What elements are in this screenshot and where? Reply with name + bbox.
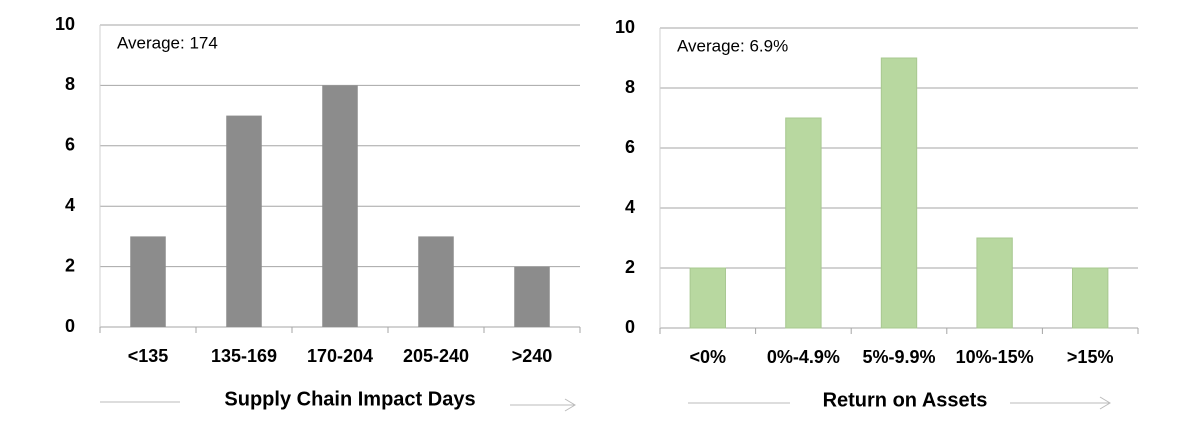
x-tick-label: <135: [128, 346, 169, 366]
x-tick-label: >15%: [1067, 347, 1114, 367]
y-tick-label: 0: [65, 316, 75, 336]
y-tick-label: 4: [625, 197, 635, 217]
axis-arrow-left: [100, 398, 576, 412]
bar: [785, 117, 822, 329]
y-tick-label: 8: [65, 74, 75, 94]
y-tick-label: 6: [625, 137, 635, 157]
y-tick-label: 6: [65, 135, 75, 155]
y-tick-label: 10: [55, 14, 75, 34]
bar: [418, 236, 454, 327]
bar: [1072, 267, 1109, 329]
bar: [514, 266, 550, 327]
bar: [226, 115, 262, 327]
x-tick-label: 170-204: [307, 346, 373, 366]
x-tick-label: >240: [512, 346, 553, 366]
bar: [976, 237, 1013, 329]
y-tick-label: 4: [65, 195, 75, 215]
x-tick-label: 205-240: [403, 346, 469, 366]
x-tick-label: <0%: [690, 347, 727, 367]
x-tick-label: 0%-4.9%: [767, 347, 840, 367]
x-tick-label: 5%-9.9%: [862, 347, 935, 367]
axis-arrow-right: [688, 396, 1111, 410]
x-axis-title: Supply Chain Impact Days: [224, 388, 475, 410]
annotation: Average: 6.9%: [677, 36, 788, 55]
y-tick-label: 8: [625, 77, 635, 97]
x-tick-label: 135-169: [211, 346, 277, 366]
x-axis-title: Return on Assets: [823, 389, 988, 411]
annotation: Average: 174: [117, 33, 218, 52]
y-tick-label: 2: [625, 257, 635, 277]
bar: [322, 85, 358, 328]
y-tick-label: 0: [625, 317, 635, 337]
x-tick-label: 10%-15%: [956, 347, 1034, 367]
bar: [130, 236, 166, 327]
bar: [880, 57, 918, 329]
y-tick-label: 2: [65, 255, 75, 275]
y-tick-label: 10: [615, 17, 635, 37]
bar: [689, 267, 726, 329]
